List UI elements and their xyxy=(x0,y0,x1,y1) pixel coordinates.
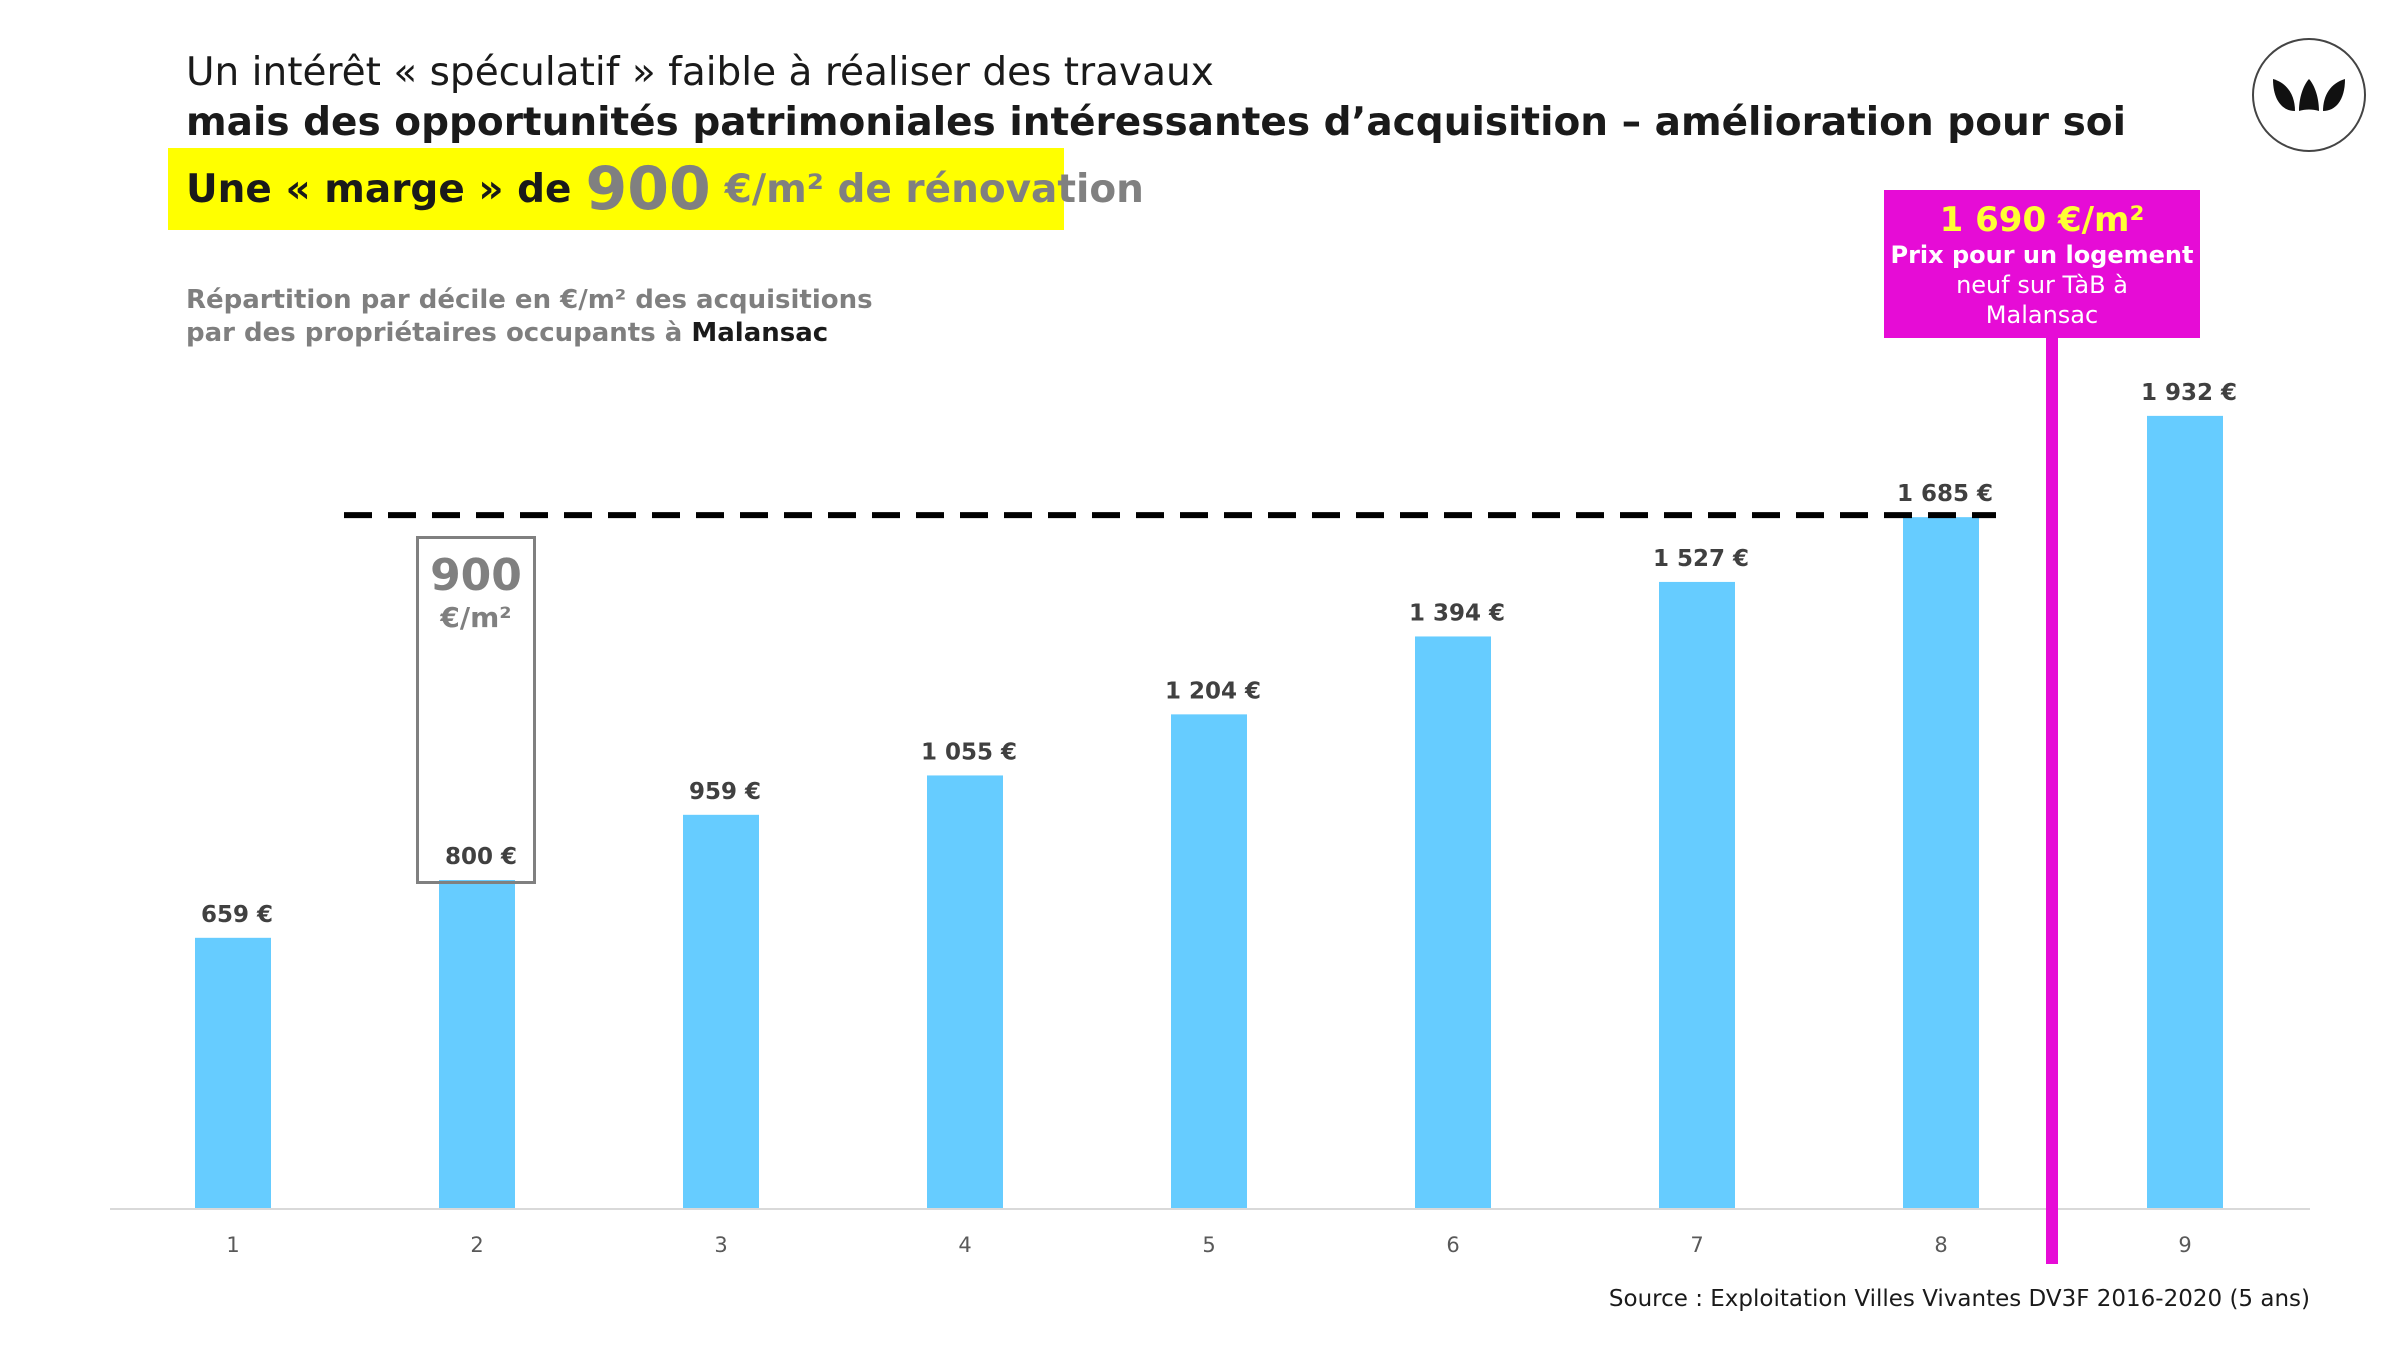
highlight-banner: Une « marge » de 900 €/m² de rénovation xyxy=(168,148,1144,230)
source-note: Source : Exploitation Villes Vivantes DV… xyxy=(1608,1286,2310,1312)
x-tick-8: 8 xyxy=(1934,1233,1947,1257)
chart-bars xyxy=(195,415,2223,1208)
callout-price: 1 690 €/m² xyxy=(1939,200,2145,240)
bar-decile-5 xyxy=(1171,714,1247,1208)
x-tick-3: 3 xyxy=(714,1233,727,1257)
bar-decile-3 xyxy=(683,814,759,1208)
title-line-2: mais des opportunités patrimoniales inté… xyxy=(186,100,2126,145)
x-tick-6: 6 xyxy=(1446,1233,1459,1257)
subtitle-place: Malansac xyxy=(691,318,829,348)
leaves-logo-icon xyxy=(2252,38,2366,152)
data-label-decile-8: 1 685 € xyxy=(1897,481,1993,507)
callout-line-1: Prix pour un logement xyxy=(1890,241,2194,269)
data-label-decile-9: 1 932 € xyxy=(2141,380,2237,406)
x-tick-4: 4 xyxy=(958,1233,971,1257)
subtitle-line-2: par des propriétaires occupants à Malans… xyxy=(186,317,873,350)
data-label-decile-1: 659 € xyxy=(201,902,273,928)
chart-subtitle: Répartition par décile en €/m² des acqui… xyxy=(186,284,873,350)
bar-decile-2 xyxy=(439,880,515,1208)
subtitle-line-2-prefix: par des propriétaires occupants à xyxy=(186,318,683,348)
marge-number: 900 xyxy=(430,550,522,601)
bar-decile-7 xyxy=(1659,581,1735,1208)
x-tick-7: 7 xyxy=(1690,1233,1703,1257)
leaves-logo-icon-svg xyxy=(2273,79,2345,111)
subtitle-line-1: Répartition par décile en €/m² des acqui… xyxy=(186,285,873,315)
bar-decile-9 xyxy=(2147,415,2223,1208)
callout-line-2: neuf sur TàB à xyxy=(1956,271,2128,299)
data-label-decile-6: 1 394 € xyxy=(1409,600,1505,626)
x-tick-5: 5 xyxy=(1202,1233,1215,1257)
bar-decile-1 xyxy=(195,937,271,1208)
chart-data-labels: 659 € 800 € 959 € 1 055 € 1 204 € 1 394 € 1 52… xyxy=(201,380,2237,928)
data-label-decile-3: 959 € xyxy=(689,779,761,805)
data-label-decile-4: 1 055 € xyxy=(921,739,1017,765)
bar-decile-6 xyxy=(1415,636,1491,1208)
x-tick-9: 9 xyxy=(2178,1233,2191,1257)
title-line-1: Un intérêt « spéculatif » faible à réali… xyxy=(186,50,1214,95)
highlight-prefix: Une « marge » de xyxy=(186,166,572,212)
new-housing-price-callout: 1 690 €/m² Prix pour un logement neuf su… xyxy=(1884,190,2200,338)
data-label-decile-2: 800 € xyxy=(445,844,517,870)
highlight-suffix: €/m² de rénovation xyxy=(724,166,1144,212)
marge-unit: €/m² xyxy=(440,601,512,634)
data-label-decile-5: 1 204 € xyxy=(1165,678,1261,704)
bar-decile-4 xyxy=(927,775,1003,1208)
highlight-number: 900 xyxy=(585,154,711,224)
chart-x-ticks: 1 2 3 4 5 6 7 8 9 xyxy=(226,1233,2191,1257)
data-label-decile-7: 1 527 € xyxy=(1653,546,1749,572)
x-tick-2: 2 xyxy=(470,1233,483,1257)
bar-decile-8 xyxy=(1903,517,1979,1208)
marge-annotation-box: 900 €/m² xyxy=(416,536,536,884)
callout-line-3: Malansac xyxy=(1985,301,2099,329)
x-tick-1: 1 xyxy=(226,1233,239,1257)
